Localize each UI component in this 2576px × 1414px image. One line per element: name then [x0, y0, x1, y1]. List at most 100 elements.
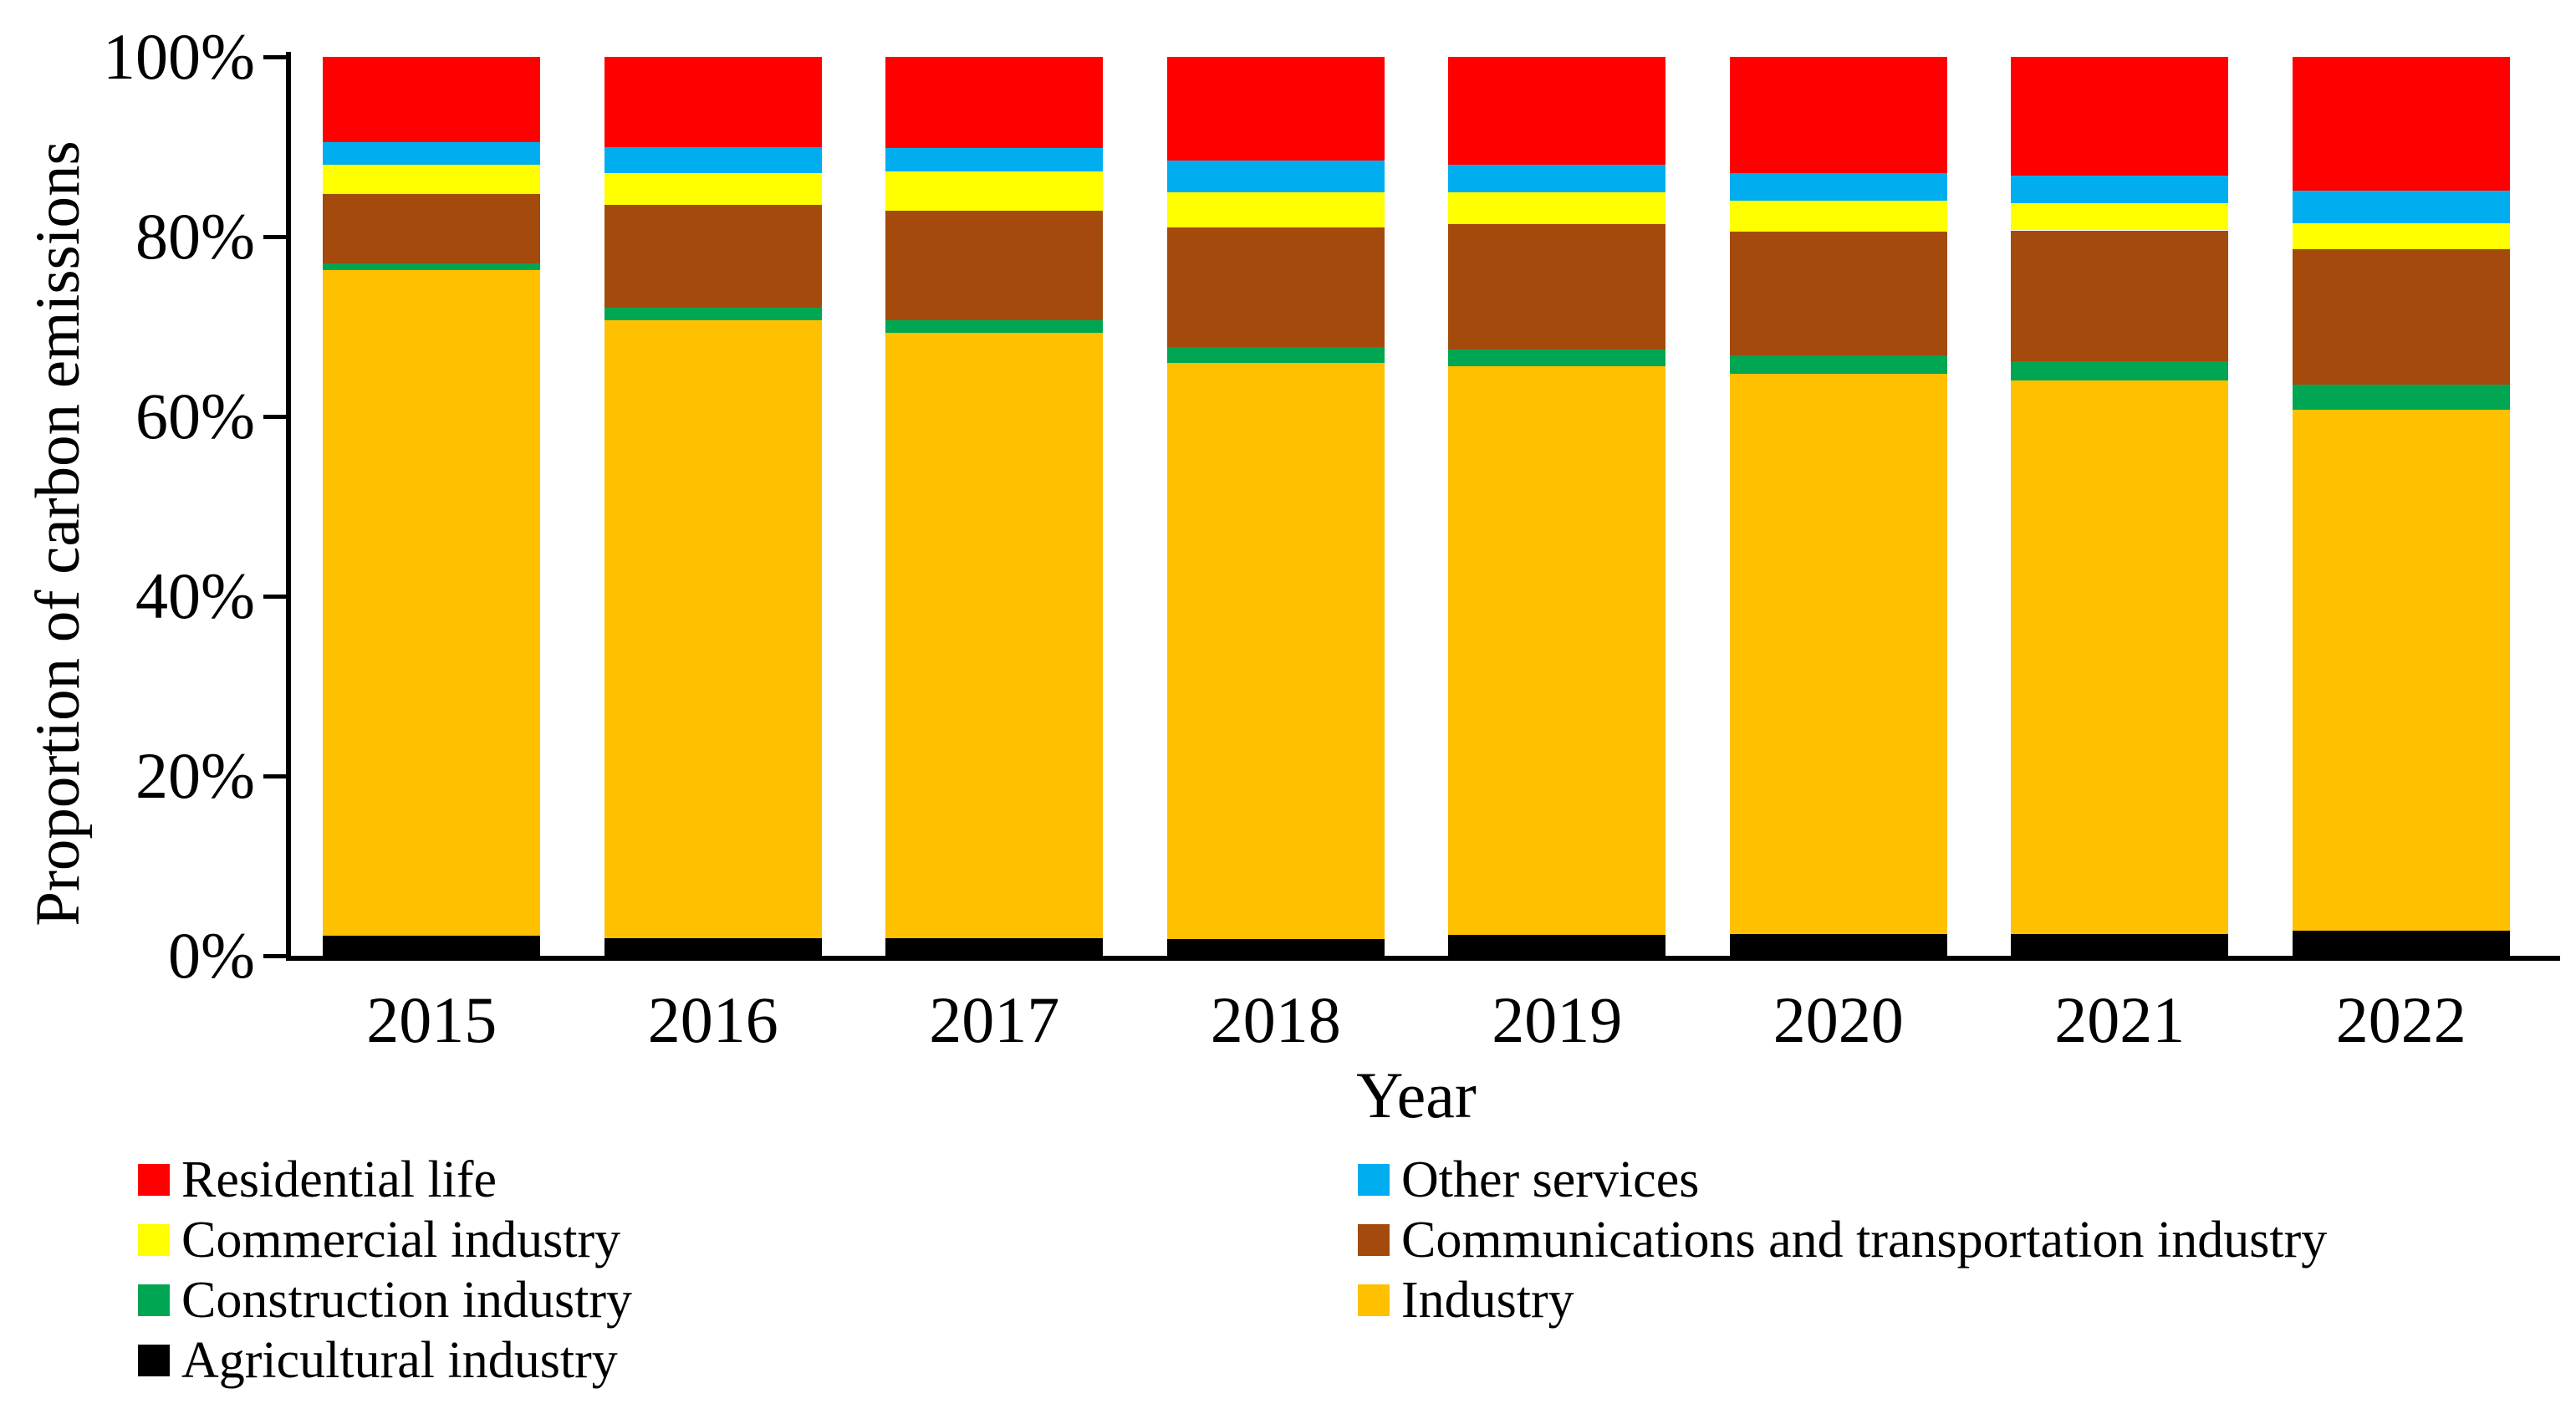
segment-2015-other-services [323, 142, 541, 165]
legend-item-agricultural-industry: Agricultural industry [138, 1330, 632, 1391]
segment-2019-other-services [1448, 165, 1666, 193]
segment-2021-agricultural-industry [2011, 934, 2229, 956]
legend-item-other-services: Other services [1358, 1150, 2327, 1210]
segment-2019-residential-life [1448, 57, 1666, 165]
segment-2020-communications-and-transportation-industry [1729, 231, 1947, 355]
bar-slot-2016 [573, 57, 854, 956]
segment-2015-industry [323, 269, 541, 937]
legend-swatch [138, 1345, 170, 1376]
stacked-bar-2022 [2292, 57, 2510, 956]
segment-2017-industry [885, 333, 1104, 938]
x-tick-label-2018: 2018 [1210, 983, 1341, 1056]
segment-2022-commercial-industry [2292, 222, 2510, 250]
segment-2020-commercial-industry [1729, 201, 1947, 232]
bar-slot-2021 [1979, 57, 2261, 956]
segment-2018-residential-life [1166, 57, 1385, 161]
legend-label: Agricultural industry [181, 1332, 618, 1389]
bar-slot-2020 [1698, 57, 1980, 956]
legend-item-communications-and-transportation-industry: Communications and transportation indust… [1358, 1210, 2327, 1270]
segment-2021-communications-and-transportation-industry [2011, 230, 2229, 362]
segment-2021-construction-industry [2011, 361, 2229, 380]
segment-2022-residential-life [2292, 57, 2510, 191]
segment-2022-other-services [2292, 191, 2510, 223]
segment-2015-agricultural-industry [323, 936, 541, 956]
segment-2015-construction-industry [323, 263, 541, 270]
segment-2018-other-services [1166, 160, 1385, 193]
segment-2016-commercial-industry [604, 172, 822, 206]
x-tick-label-2021: 2021 [2054, 983, 2186, 1056]
y-tick-mark [263, 594, 288, 599]
legend-label: Other services [1401, 1151, 1700, 1208]
stacked-bar-2020 [1729, 57, 1947, 956]
x-tick-label-2017: 2017 [929, 983, 1060, 1056]
stacked-bar-2018 [1166, 57, 1385, 956]
stacked-bar-2015 [323, 57, 541, 956]
segment-2017-agricultural-industry [885, 937, 1104, 956]
segment-2020-agricultural-industry [1729, 934, 1947, 956]
y-tick-mark [263, 773, 288, 778]
x-axis-title: Year [1356, 1059, 1477, 1131]
segment-2019-communications-and-transportation-industry [1448, 223, 1666, 350]
legend-swatch [1358, 1224, 1390, 1256]
legend-item-commercial-industry: Commercial industry [138, 1210, 632, 1270]
segment-2020-other-services [1729, 172, 1947, 201]
legend-item-residential-life: Residential life [138, 1150, 632, 1210]
y-tick-label: 40% [135, 559, 255, 632]
legend-label: Communications and transportation indust… [1401, 1212, 2328, 1269]
y-tick-label: 80% [135, 200, 255, 273]
legend-label: Commercial industry [181, 1212, 621, 1269]
segment-2020-industry [1729, 374, 1947, 935]
x-tick-label-2022: 2022 [2335, 983, 2466, 1056]
y-tick-label: 0% [168, 919, 255, 992]
legend-label: Residential life [181, 1151, 497, 1208]
y-tick-label: 60% [135, 380, 255, 452]
segment-2022-communications-and-transportation-industry [2292, 249, 2510, 385]
stacked-bar-2016 [604, 57, 822, 956]
segment-2016-industry [604, 319, 822, 938]
legend-swatch [1358, 1284, 1390, 1316]
segment-2021-residential-life [2011, 57, 2229, 176]
segment-2017-construction-industry [885, 319, 1104, 334]
x-tick-label-2016: 2016 [647, 983, 778, 1056]
segment-2017-other-services [885, 147, 1104, 171]
segment-2018-commercial-industry [1166, 192, 1385, 228]
y-tick-mark [263, 54, 288, 59]
y-axis-line [286, 52, 291, 961]
segment-2021-commercial-industry [2011, 203, 2229, 231]
segment-2015-commercial-industry [323, 165, 541, 195]
bar-slot-2018 [1135, 57, 1417, 956]
segment-2019-commercial-industry [1448, 192, 1666, 224]
legend-swatch [138, 1164, 170, 1196]
y-tick-mark [263, 234, 288, 239]
segment-2016-other-services [604, 146, 822, 173]
segment-2022-industry [2292, 410, 2510, 931]
segment-2019-industry [1448, 365, 1666, 936]
legend-column-left: Residential life Commercial industry Const… [138, 1150, 632, 1391]
segment-2020-residential-life [1729, 57, 1947, 173]
legend-column-right: Other services Communications and transpo… [1358, 1150, 2327, 1330]
segment-2015-communications-and-transportation-industry [323, 194, 541, 264]
bar-slot-2019 [1416, 57, 1698, 956]
segment-2019-construction-industry [1448, 350, 1666, 366]
segment-2017-residential-life [885, 57, 1104, 148]
segment-2018-communications-and-transportation-industry [1166, 227, 1385, 348]
segment-2022-construction-industry [2292, 385, 2510, 411]
x-tick-label-2020: 2020 [1773, 983, 1904, 1056]
y-tick-label: 100% [103, 20, 255, 93]
y-tick-mark [263, 414, 288, 419]
y-tick-mark [263, 953, 288, 958]
segment-2019-agricultural-industry [1448, 935, 1666, 956]
stacked-bar-2017 [885, 57, 1104, 956]
segment-2018-industry [1166, 362, 1385, 939]
segment-2016-construction-industry [604, 307, 822, 320]
legend-item-industry: Industry [1358, 1270, 2327, 1330]
legend-swatch [138, 1284, 170, 1316]
segment-2017-communications-and-transportation-industry [885, 210, 1104, 320]
legend-label: Construction industry [181, 1272, 633, 1329]
x-tick-label-2015: 2015 [366, 983, 497, 1056]
x-axis-tick-labels: 2015 2016 2017 2018 2019 2020 2021 2022 [291, 985, 2542, 1055]
legend-item-construction-industry: Construction industry [138, 1270, 632, 1330]
plot-area [291, 57, 2542, 956]
segment-2015-residential-life [323, 57, 541, 143]
